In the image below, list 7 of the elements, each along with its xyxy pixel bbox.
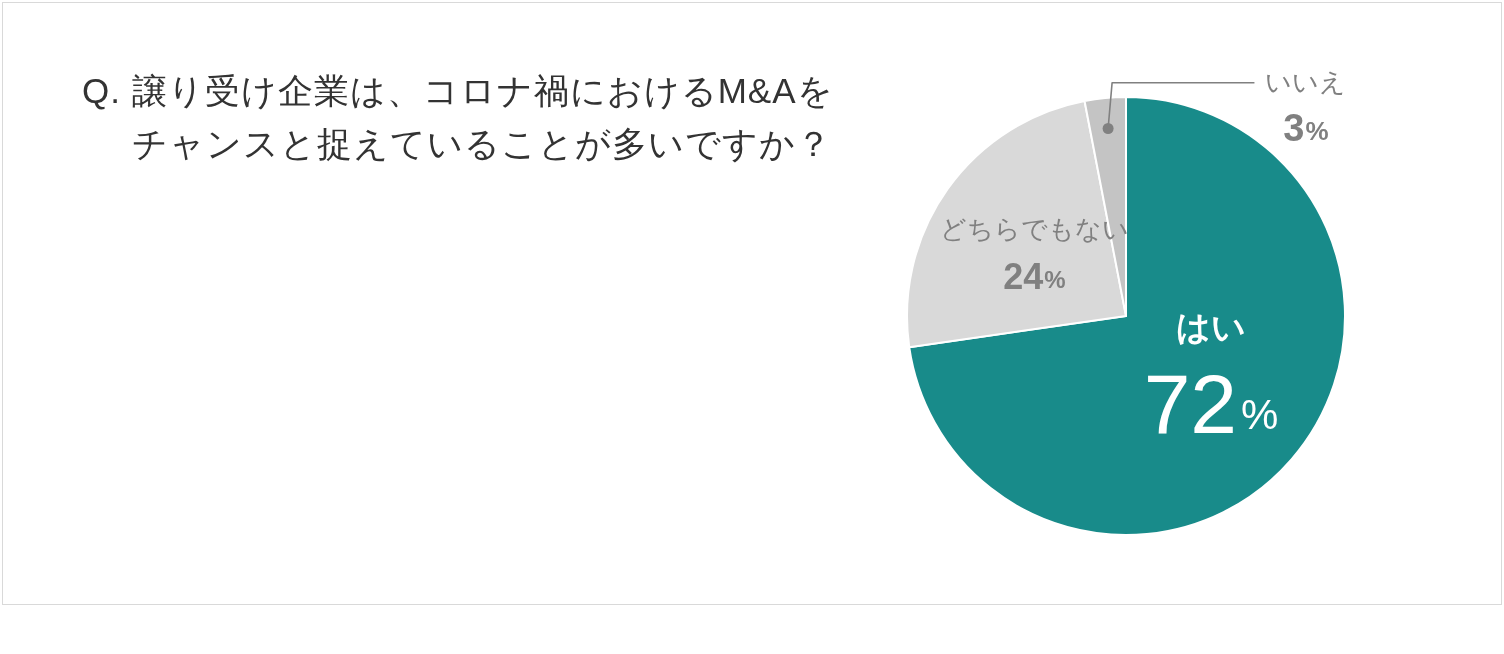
slice-label: はい xyxy=(1176,307,1247,346)
text: Q. 譲り受け企業は、コロナ禍におけるM&Aをチャンスと捉えていることが多いですか？ xyxy=(82,70,835,165)
slice-label: いいえ xyxy=(1265,66,1347,97)
data-label: 24% xyxy=(1003,256,1066,298)
slice-label: どちらでもない xyxy=(939,213,1129,244)
data-label: 72% xyxy=(1143,356,1279,451)
data-label: 3% xyxy=(1283,106,1329,149)
